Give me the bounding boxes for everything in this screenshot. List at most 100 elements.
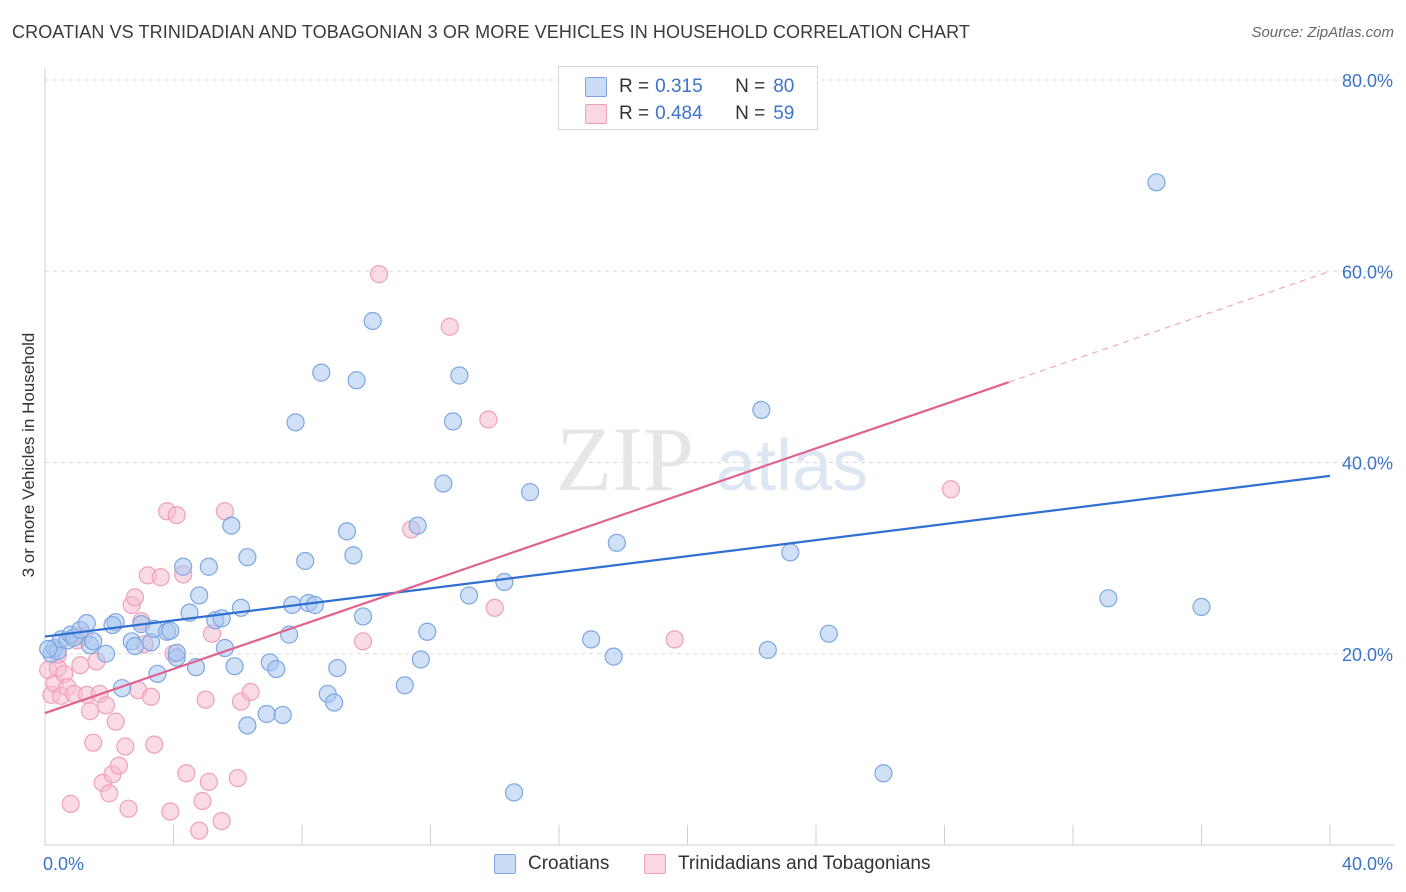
trinidadian-point: [241, 682, 260, 702]
legend-n-label: N =: [735, 76, 766, 97]
trinidadian-point: [370, 265, 389, 284]
croatian-point: [328, 658, 347, 678]
trinidadian-point: [665, 630, 684, 649]
croatian-point: [286, 413, 305, 432]
croatian-point: [96, 644, 116, 663]
legend-r-value: 0.315: [655, 76, 703, 97]
trinidadian-point: [100, 784, 119, 803]
trinidadian-point: [145, 735, 164, 754]
croatian-point: [174, 557, 193, 576]
trinidadian-point: [125, 588, 145, 607]
grid-lines: [45, 79, 1394, 655]
croatian-point: [337, 522, 357, 541]
y-tick-label: 40.0%: [1342, 454, 1393, 474]
croatian-point: [607, 533, 626, 552]
croatian-point: [344, 546, 363, 565]
croatian-point: [758, 640, 777, 660]
croatian-point: [112, 679, 132, 698]
croatian-point: [161, 621, 180, 640]
croatian-point: [84, 632, 103, 651]
trinidadian-point: [440, 317, 459, 336]
croatian-point: [443, 412, 463, 431]
legend-n-value: 80: [773, 76, 795, 97]
croatian-point: [1147, 173, 1166, 192]
stats-legend: R = 0.315 N = 80 R = 0.484 N = 59: [558, 66, 818, 130]
bottom-legend-trinidadians: Trinidadians and Tobagonians: [644, 852, 930, 876]
croatian-point: [418, 622, 437, 641]
y-tick-label: 20.0%: [1342, 645, 1393, 665]
croatian-point: [39, 639, 58, 659]
legend-swatch-blue: [585, 77, 607, 97]
croatian-point: [781, 543, 800, 562]
croatian-point: [77, 614, 96, 633]
x-tick-label: 0.0%: [43, 854, 84, 874]
croatian-point: [190, 586, 209, 605]
croatian-point: [212, 609, 231, 628]
trinidadian-point: [190, 821, 209, 840]
axes: [44, 68, 1394, 846]
legend-r-value: 0.484: [655, 103, 703, 124]
tick-labels: 20.0% 40.0% 60.0% 80.0% 0.0% 40.0%: [43, 71, 1393, 874]
bottom-legend-swatch-blue: [494, 854, 516, 874]
trinidadian-point: [109, 756, 128, 775]
croatian-point: [434, 474, 453, 493]
croatian-point: [363, 311, 382, 331]
croatian-point: [582, 630, 601, 649]
croatian-point: [752, 400, 771, 420]
legend-swatch-pink: [585, 104, 607, 124]
croatian-trend-line: [44, 474, 1331, 638]
trinidadian-point: [106, 712, 125, 731]
croatian-point: [125, 636, 145, 656]
x-tick-label: 40.0%: [1342, 854, 1393, 874]
croatian-point: [167, 643, 186, 662]
croatian-point: [225, 657, 244, 676]
trinidadian-point: [228, 768, 247, 788]
legend-row-trinidadians: R = 0.484 N = 59: [585, 101, 794, 127]
trinidadian-point: [479, 410, 498, 429]
croatian-point: [199, 557, 218, 576]
chart-title: CROATIAN VS TRINIDADIAN AND TOBAGONIAN 3…: [12, 22, 970, 42]
croatian-point: [353, 607, 373, 626]
croatian-point: [819, 624, 838, 643]
bottom-legend-label: Croatians: [528, 853, 610, 874]
croatian-point: [408, 516, 427, 535]
trinidadian-point: [116, 737, 135, 756]
trinidadian-point: [96, 696, 116, 715]
series-trinidadian-points: [39, 265, 961, 840]
trinidadian-point: [199, 772, 218, 791]
trinidadian-point: [119, 799, 138, 818]
trinidadian-point: [161, 802, 180, 821]
trinidadian-point: [941, 480, 961, 499]
croatian-point: [267, 659, 286, 679]
bottom-legend-label: Trinidadians and Tobagonians: [678, 853, 931, 874]
croatian-point: [504, 783, 524, 802]
croatian-point: [312, 363, 331, 382]
watermark-zip: ZIP: [556, 408, 694, 510]
trinidadian-point: [71, 656, 90, 675]
bottom-legend-swatch-pink: [644, 854, 666, 874]
croatian-point: [296, 551, 315, 571]
trinidadian-point: [151, 568, 170, 587]
legend-r-label: R =: [619, 76, 650, 97]
trinidadian-point: [193, 791, 212, 811]
trinidadian-trend-line: [44, 381, 1010, 715]
croatian-point: [450, 366, 469, 385]
legend-r-label: R =: [619, 103, 650, 124]
croatian-point: [103, 615, 122, 635]
croatian-point: [273, 705, 292, 725]
legend-n-value: 59: [773, 103, 795, 124]
y-tick-label: 80.0%: [1342, 71, 1393, 91]
trinidadian-point: [80, 702, 100, 721]
trinidadian-point: [485, 598, 504, 617]
croatian-point: [1192, 597, 1211, 616]
croatian-point: [257, 704, 276, 724]
croatian-point: [411, 650, 430, 669]
croatian-point: [1099, 589, 1118, 608]
croatian-point: [495, 572, 514, 592]
trinidadian-point: [167, 505, 186, 525]
croatian-point: [520, 483, 540, 502]
croatian-point: [305, 595, 324, 615]
source-label: Source: ZipAtlas.com: [1251, 24, 1394, 41]
trinidadian-point: [353, 632, 373, 651]
